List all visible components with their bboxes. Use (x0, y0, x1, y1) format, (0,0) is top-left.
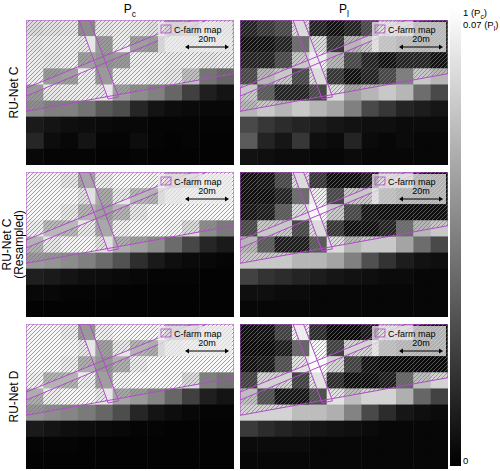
text-part: P (124, 2, 132, 16)
scale-bar (187, 351, 227, 352)
legend-swatch (375, 177, 385, 185)
farm-overlay (240, 172, 448, 317)
farm-overlay (26, 172, 234, 317)
farm-hatch (26, 172, 234, 317)
scale-bar-arrows (185, 349, 229, 354)
text-part: 0.07 (P (463, 19, 494, 30)
farm-outline (26, 324, 234, 415)
scale-bar-label: 20m (198, 338, 216, 348)
subscript: l (347, 9, 349, 19)
overlay-legend: C-farm map20m (372, 22, 446, 52)
scale-bar-arrows (185, 45, 229, 50)
overlay-legend: C-farm map20m (158, 174, 232, 204)
background (0, 0, 500, 471)
text-part: P (339, 2, 347, 16)
farm-overlay (26, 324, 234, 469)
overlay-legend: C-farm map20m (372, 326, 446, 356)
column-header: Pc (124, 2, 137, 19)
scale-bar-label: 20m (412, 186, 430, 196)
cells (26, 324, 234, 469)
scale-bar-arrows (399, 45, 443, 50)
panel: C-farm map20m (240, 324, 449, 470)
colorbar-label: 1 (Pc) (463, 7, 487, 20)
legend-box (372, 326, 446, 356)
cells (26, 172, 234, 317)
scale-bar (401, 199, 441, 200)
legend-box (158, 22, 232, 52)
panel: C-farm map20m (240, 20, 449, 166)
farm-outline (240, 172, 448, 263)
farm-hatch (240, 172, 448, 317)
colorbar (450, 8, 461, 466)
colorbar-label: 0 (463, 455, 468, 466)
text-part: ) (484, 7, 487, 18)
legend-box (372, 174, 446, 204)
panel: C-farm map20m (26, 172, 235, 318)
row-label: (Resampled) (12, 210, 26, 279)
panel: C-farm map20m (26, 324, 235, 470)
cells (240, 20, 448, 165)
farm-outline (240, 20, 448, 111)
legend-label: C-farm map (174, 329, 222, 339)
legend-box (158, 174, 232, 204)
scale-bar-label: 20m (198, 186, 216, 196)
overlay-legend: C-farm map20m (158, 326, 232, 356)
scale-bar-label: 20m (412, 34, 430, 44)
scale-bar-label: 20m (198, 34, 216, 44)
farm-overlay (26, 20, 234, 165)
farm-hatch (26, 324, 234, 469)
farm-outline (26, 20, 234, 111)
farm-hatch (26, 20, 234, 165)
legend-swatch (375, 329, 385, 337)
farm-outline (240, 324, 448, 415)
legend-label: C-farm map (174, 177, 222, 187)
legend-box (158, 326, 232, 356)
cells (240, 324, 448, 469)
text-part: 0 (463, 455, 468, 466)
text-part: ) (495, 19, 498, 30)
scale-bar-arrows (185, 197, 229, 202)
scale-bar (401, 351, 441, 352)
scale-bar (187, 199, 227, 200)
scale-bar (401, 47, 441, 48)
colorbar-label: 0.07 (Pl) (463, 19, 498, 32)
legend-label: C-farm map (388, 329, 436, 339)
legend-swatch (161, 329, 171, 337)
row-label: RU-Net D (7, 370, 21, 422)
legend-swatch (161, 177, 171, 185)
scale-bar (187, 47, 227, 48)
farm-outline (26, 172, 234, 263)
panel: C-farm map20m (240, 172, 449, 318)
farm-overlay (240, 324, 448, 469)
farm-hatch (240, 324, 448, 469)
farm-hatch (240, 20, 448, 165)
legend-label: C-farm map (388, 25, 436, 35)
cells (26, 20, 234, 165)
legend-label: C-farm map (174, 25, 222, 35)
legend-swatch (375, 25, 385, 33)
panel: C-farm map20m (26, 20, 235, 166)
scale-bar-label: 20m (412, 338, 430, 348)
overlay-legend: C-farm map20m (158, 22, 232, 52)
column-header: Pl (339, 2, 349, 19)
text-part: 1 (P (463, 7, 480, 18)
legend-box (372, 22, 446, 52)
subscript: c (132, 9, 137, 19)
scale-bar-arrows (399, 197, 443, 202)
scale-bar-arrows (399, 349, 443, 354)
legend-swatch (161, 25, 171, 33)
cells (240, 172, 448, 317)
legend-label: C-farm map (388, 177, 436, 187)
overlay-legend: C-farm map20m (372, 174, 446, 204)
farm-overlay (240, 20, 448, 165)
row-label: RU-Net C (7, 66, 21, 118)
figure: PcPlRU-Net CC-farm map20mC-farm map20mRU… (0, 0, 500, 471)
